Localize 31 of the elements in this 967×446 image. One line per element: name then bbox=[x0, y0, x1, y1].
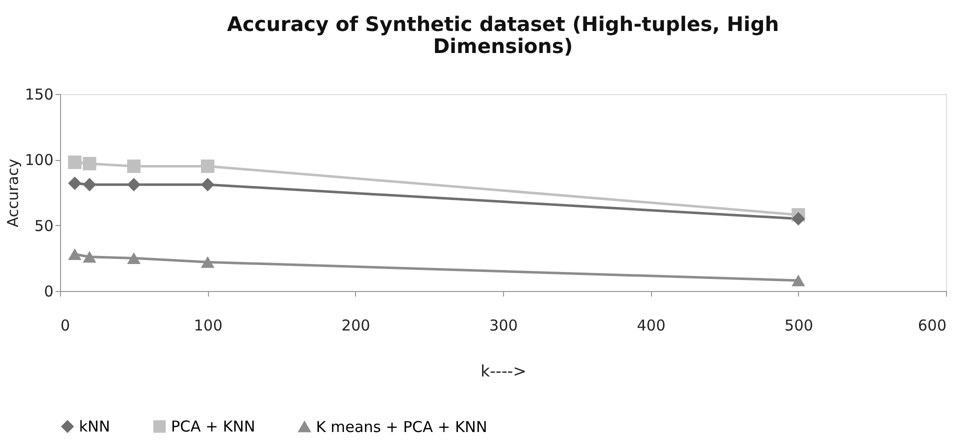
point bbox=[200, 256, 214, 268]
point bbox=[68, 156, 82, 169]
point bbox=[127, 252, 141, 264]
y-tick-label: 0 bbox=[44, 282, 54, 300]
chart-title: Accuracy of Synthetic dataset (High-tuples, High Dimensions) bbox=[227, 12, 779, 58]
y-tick-label: 50 bbox=[34, 216, 54, 235]
legend-label: PCA + KNN bbox=[171, 418, 256, 436]
point bbox=[127, 160, 141, 173]
legend-label: K means + PCA + KNN bbox=[316, 418, 488, 436]
x-tick-label: 300 bbox=[489, 316, 518, 334]
point bbox=[82, 178, 96, 192]
y-tick-label: 150 bbox=[24, 86, 54, 104]
x-axis-title: k----> bbox=[480, 362, 526, 380]
y-axis-title: Accuracy bbox=[4, 158, 22, 228]
point bbox=[68, 176, 82, 190]
point bbox=[82, 156, 96, 170]
x-tick-label: 400 bbox=[636, 316, 666, 334]
point bbox=[200, 160, 214, 173]
point bbox=[200, 178, 214, 192]
x-tick-label: 100 bbox=[194, 316, 222, 334]
legend-label: kNN bbox=[79, 418, 110, 436]
point bbox=[82, 251, 96, 263]
point bbox=[792, 212, 806, 226]
x-tick-label: 600 bbox=[918, 316, 946, 334]
point bbox=[792, 274, 806, 286]
x-tick-label: 500 bbox=[784, 316, 814, 334]
point bbox=[68, 248, 82, 260]
y-tick-label: 100 bbox=[24, 151, 54, 170]
x-tick-label: 200 bbox=[342, 316, 370, 334]
point bbox=[127, 178, 141, 192]
x-tick-label: 0 bbox=[60, 316, 70, 334]
